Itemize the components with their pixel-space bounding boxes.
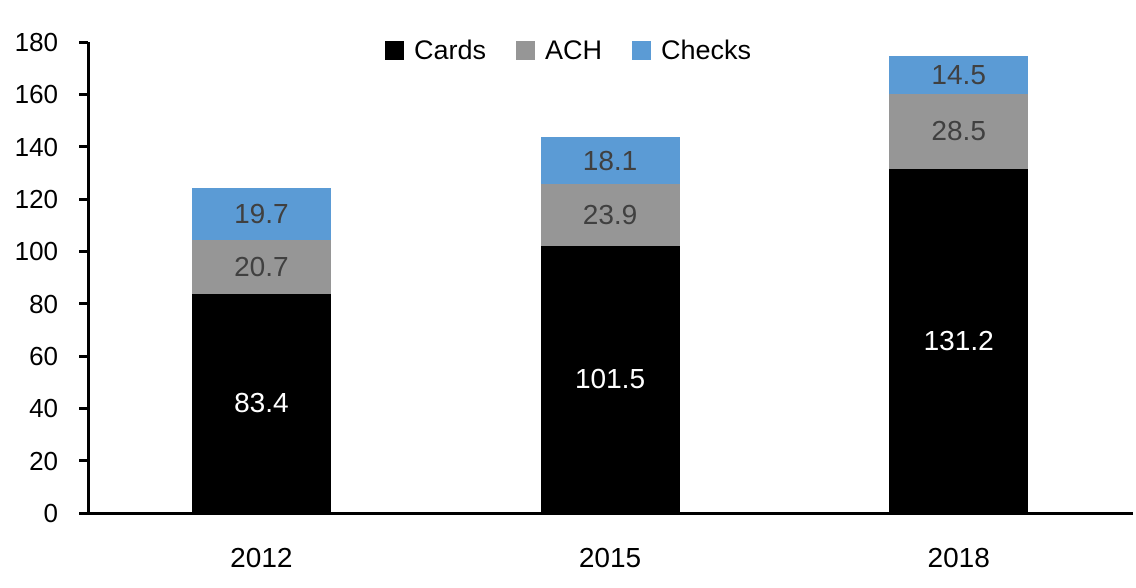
y-axis-tick-label: 20 xyxy=(29,445,58,476)
legend-item-cards: Cards xyxy=(384,33,486,67)
y-axis-tick xyxy=(79,249,88,253)
y-axis-tick xyxy=(79,354,88,358)
data-label-ach-2015: 23.9 xyxy=(582,198,638,230)
y-axis-tick xyxy=(79,145,88,149)
bar-segment-cards-2012 xyxy=(191,293,331,512)
legend-swatch-icon xyxy=(515,40,535,60)
y-axis-tick xyxy=(79,40,88,44)
y-axis-tick-label: 140 xyxy=(14,131,58,162)
legend-item-checks: Checks xyxy=(632,33,751,67)
y-axis-tick xyxy=(79,92,88,96)
bar-segment-checks-2018 xyxy=(889,56,1029,95)
y-axis-tick-label: 100 xyxy=(14,236,58,267)
y-axis-tick-label: 40 xyxy=(29,393,58,424)
y-axis-tick-label: 80 xyxy=(29,288,58,319)
data-label-checks-2012: 19.7 xyxy=(234,198,289,230)
bar-segment-cards-2018 xyxy=(889,168,1029,512)
bar-segment-ach-2012 xyxy=(191,239,331,294)
bar-segment-ach-2018 xyxy=(889,94,1029,169)
bar-segment-ach-2015 xyxy=(540,183,680,247)
legend-label: Checks xyxy=(661,35,752,65)
legend-label: ACH xyxy=(544,35,602,65)
legend-label: Cards xyxy=(413,35,486,65)
y-axis-tick xyxy=(79,511,88,515)
data-label-cards-2018: 131.2 xyxy=(923,324,994,356)
y-axis-tick xyxy=(79,459,88,463)
y-axis-tick-label: 60 xyxy=(29,341,58,371)
data-label-ach-2012: 20.7 xyxy=(234,250,289,282)
y-axis-tick-label: 120 xyxy=(14,184,58,214)
legend-swatch-icon xyxy=(384,40,404,60)
y-axis-line xyxy=(87,42,90,515)
bar-segment-checks-2012 xyxy=(191,188,331,240)
y-axis-tick-label: 0 xyxy=(43,498,58,528)
x-axis-category-label: 2018 xyxy=(927,542,990,573)
x-axis-category-label: 2012 xyxy=(230,542,293,573)
y-axis-tick-label: 160 xyxy=(14,79,58,110)
legend-item-ach: ACH xyxy=(515,33,602,67)
legend-swatch-icon xyxy=(632,40,651,60)
data-label-cards-2012: 83.4 xyxy=(234,386,289,418)
x-axis-category-label: 2015 xyxy=(578,542,642,573)
chart-legend: Cards ACH Checks xyxy=(0,33,1136,67)
data-label-ach-2018: 28.5 xyxy=(931,115,986,147)
y-axis-tick xyxy=(79,406,88,410)
bar-segment-cards-2015 xyxy=(540,246,680,512)
y-axis-tick-label: 180 xyxy=(14,27,58,57)
data-label-cards-2015: 101.5 xyxy=(574,363,646,395)
bar-segment-checks-2015 xyxy=(540,136,680,184)
x-axis-line xyxy=(87,512,1133,515)
y-axis-tick xyxy=(79,302,88,306)
data-label-checks-2015: 18.1 xyxy=(582,144,638,176)
y-axis-tick xyxy=(79,197,88,201)
data-label-checks-2018: 14.5 xyxy=(931,59,986,91)
